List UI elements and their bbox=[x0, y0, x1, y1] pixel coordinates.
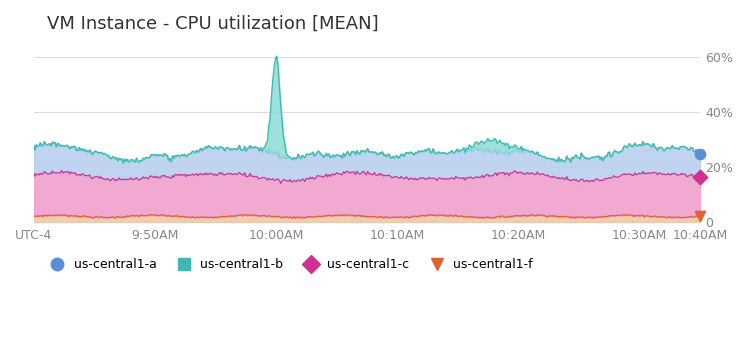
Legend: us-central1-a, us-central1-b, us-central1-c, us-central1-f: us-central1-a, us-central1-b, us-central… bbox=[40, 253, 538, 276]
Point bbox=[694, 151, 706, 157]
Text: VM Instance - CPU utilization [MEAN]: VM Instance - CPU utilization [MEAN] bbox=[47, 15, 378, 33]
Point bbox=[694, 213, 706, 219]
Point bbox=[694, 174, 706, 180]
